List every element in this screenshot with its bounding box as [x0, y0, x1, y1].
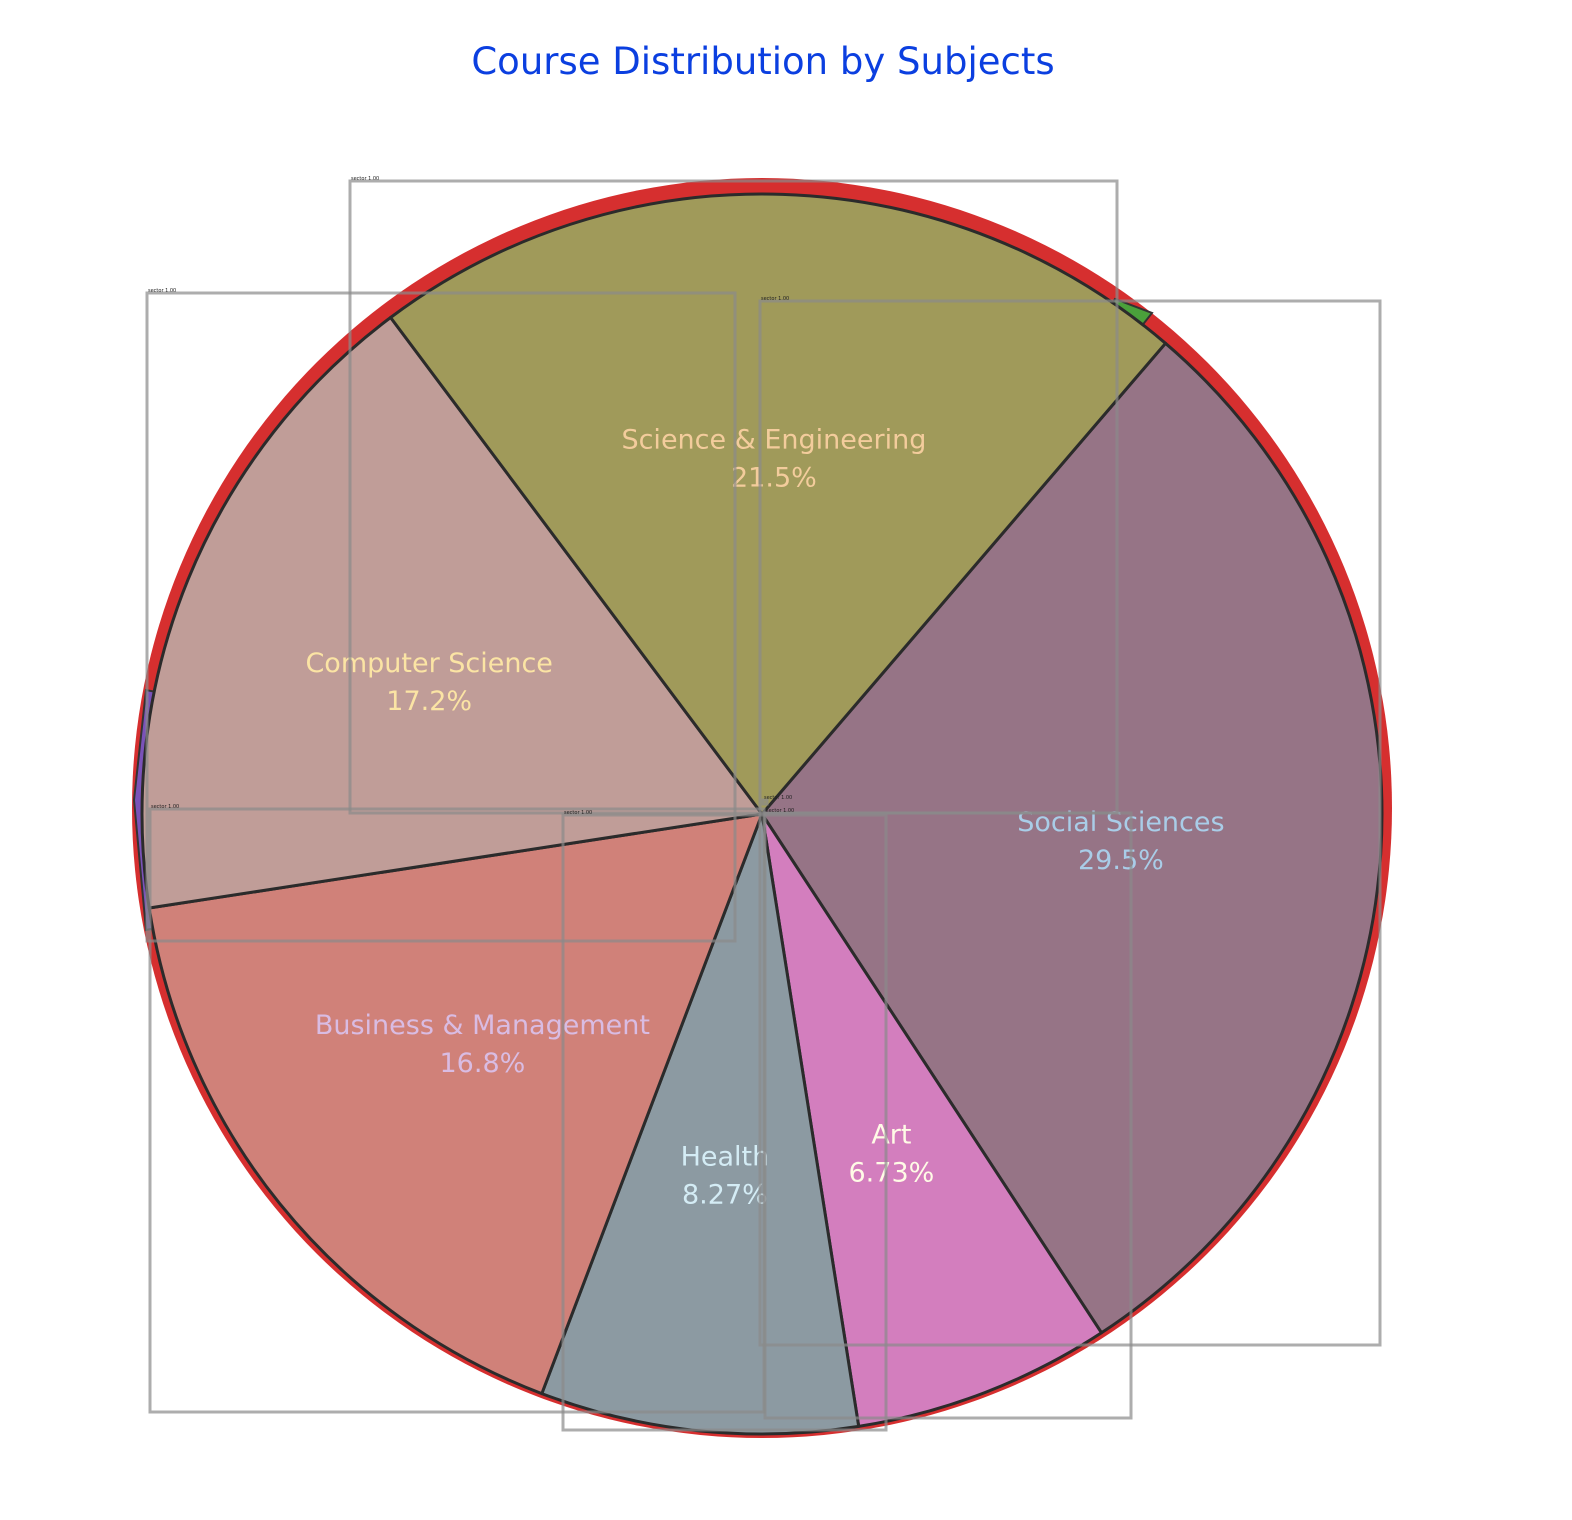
slice-label-percent: 17.2% [386, 686, 472, 717]
slice-label-name: Art [871, 1120, 911, 1151]
detection-overlay: sector 1.00 sector 1.00 sector 1.00 sector … [145, 176, 1382, 1432]
slice-label-percent: 16.8% [440, 1048, 526, 1079]
chart-title: Course Distribution by Subjects [471, 40, 1055, 83]
detection-tag: sector 1.00 [351, 176, 379, 182]
detection-tag: sector 1.00 [761, 296, 789, 302]
slice-label-percent: 29.5% [1078, 845, 1164, 876]
pie-slice-computer-science[interactable] [140, 316, 764, 910]
detection-box [761, 798, 769, 806]
slice-label-name: Science & Engineering [621, 425, 926, 456]
pie-slice-business-management[interactable] [147, 812, 764, 1396]
slice-label-name: Health [681, 1142, 770, 1173]
slice-label-percent: 6.73% [849, 1158, 935, 1189]
slice-label-name: Computer Science [305, 648, 552, 679]
pie-slice-art[interactable] [760, 812, 1103, 1428]
pie-slice-science-engineering[interactable] [389, 192, 1167, 816]
detection-tag: sector 1.00 [764, 795, 792, 801]
pie-slices [140, 192, 1384, 1436]
detection-tag: sector 1.00 [564, 810, 592, 816]
detection-box [145, 291, 737, 943]
slice-label-percent: 21.5% [731, 463, 817, 494]
detection-box [561, 813, 888, 1432]
slice-label-name: Business & Management [315, 1010, 650, 1041]
slice-label-percent: 8.27% [682, 1180, 768, 1211]
detection-tag: sector 1.00 [148, 288, 176, 294]
detection-tag: sector 1.00 [151, 804, 179, 810]
detection-tag: sector 1.00 [766, 808, 794, 814]
detection-box [763, 811, 1133, 1420]
detection-box [758, 299, 1382, 1347]
